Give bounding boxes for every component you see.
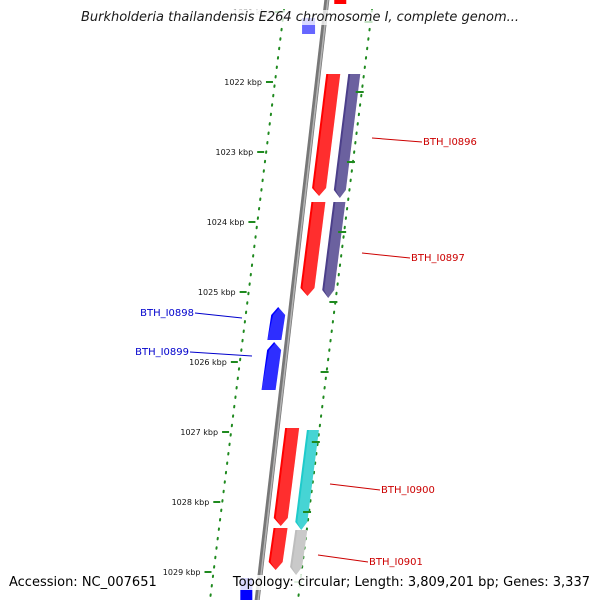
- backbone-highlight: [257, 0, 329, 600]
- map-title: Burkholderia thailandensis E264 chromoso…: [0, 10, 600, 25]
- gene-BTH_I0898: [267, 307, 286, 340]
- ruler-rings: [209, 9, 373, 600]
- cog-bar-1-shine: [335, 74, 361, 198]
- gene-BTH_I0900: [273, 428, 300, 526]
- gene-BTH_I0901-body: [268, 528, 288, 570]
- gene-label: BTH_I0901: [369, 557, 423, 568]
- cog-bar-2: [322, 202, 346, 298]
- gene-label: BTH_I0900: [381, 485, 435, 496]
- ruler-label: 1029 kbp: [163, 568, 201, 577]
- ruler-label: 1027 kbp: [180, 428, 218, 437]
- ruler-label: 1026 kbp: [189, 358, 227, 367]
- ruler-label: 1025 kbp: [198, 288, 236, 297]
- gene-BTH_I0900-shine: [275, 428, 300, 526]
- gene-label-leader: [194, 312, 243, 319]
- gene-BTH_I0896-shine: [314, 74, 341, 196]
- cog-bar-3-body: [295, 430, 319, 530]
- gene-BTH_I0899-shine: [261, 342, 282, 390]
- gene-BTH_I0897-shine: [302, 202, 326, 296]
- gene-label-leader: [189, 351, 253, 357]
- gene-BTH_I0900-body: [273, 428, 300, 526]
- gene-BTH_I0898-body: [267, 307, 286, 340]
- gene-label: BTH_I0899: [135, 347, 189, 358]
- gene-BTH_I0898-shine: [267, 307, 286, 340]
- cog-bar-1: [333, 74, 361, 198]
- gene-BTH_I0901: [268, 528, 288, 570]
- cog-bar-3-shine: [297, 430, 319, 530]
- topology-label: Topology: circular; Length: 3,809,201 bp…: [232, 575, 590, 590]
- partial-reverse-gene: [334, 0, 347, 4]
- accession-label: Accession: NC_007651: [9, 575, 157, 590]
- gene-BTH_I0899-body: [261, 342, 282, 390]
- inner-ruler-ring: [209, 9, 285, 600]
- gene-BTH_I0897: [300, 202, 326, 296]
- outer-ruler-ring: [297, 9, 373, 600]
- feature-layer: [240, 0, 361, 600]
- backbone: [254, 0, 330, 600]
- gene-label-leader: [361, 252, 411, 259]
- gene-label: BTH_I0898: [140, 308, 194, 319]
- gene-labels: BTH_I0896 BTH_I0897 BTH_I0898 BTH_I0899 BTH_…: [135, 137, 477, 568]
- cog-bar-3: [295, 430, 319, 530]
- backbone-layer: [254, 0, 330, 600]
- gene-BTH_I0896: [312, 74, 341, 196]
- cog-bar-2-body: [322, 202, 346, 298]
- gene-label-leader: [329, 483, 381, 491]
- ruler-label: 1023 kbp: [215, 148, 253, 157]
- cog-bar-4-body: [290, 530, 308, 575]
- gene-BTH_I0899: [261, 342, 282, 390]
- gene-label: BTH_I0896: [423, 137, 477, 148]
- gene-BTH_I0897-body: [300, 202, 326, 296]
- cog-bar-4: [290, 530, 308, 575]
- gene-label-leader: [317, 554, 369, 563]
- cog-bar-4-shine: [292, 530, 308, 575]
- ruler-label: 1028 kbp: [172, 498, 210, 507]
- gene-BTH_I0901-shine: [270, 528, 288, 570]
- cog-bar-1-body: [333, 74, 361, 198]
- ruler-label: 1024 kbp: [207, 218, 245, 227]
- gene-label: BTH_I0897: [411, 253, 465, 264]
- cog-bar-2-shine: [324, 202, 346, 298]
- gene-label-leader: [371, 137, 423, 143]
- ruler-label: 1022 kbp: [224, 78, 262, 87]
- gene-BTH_I0896-body: [312, 74, 341, 196]
